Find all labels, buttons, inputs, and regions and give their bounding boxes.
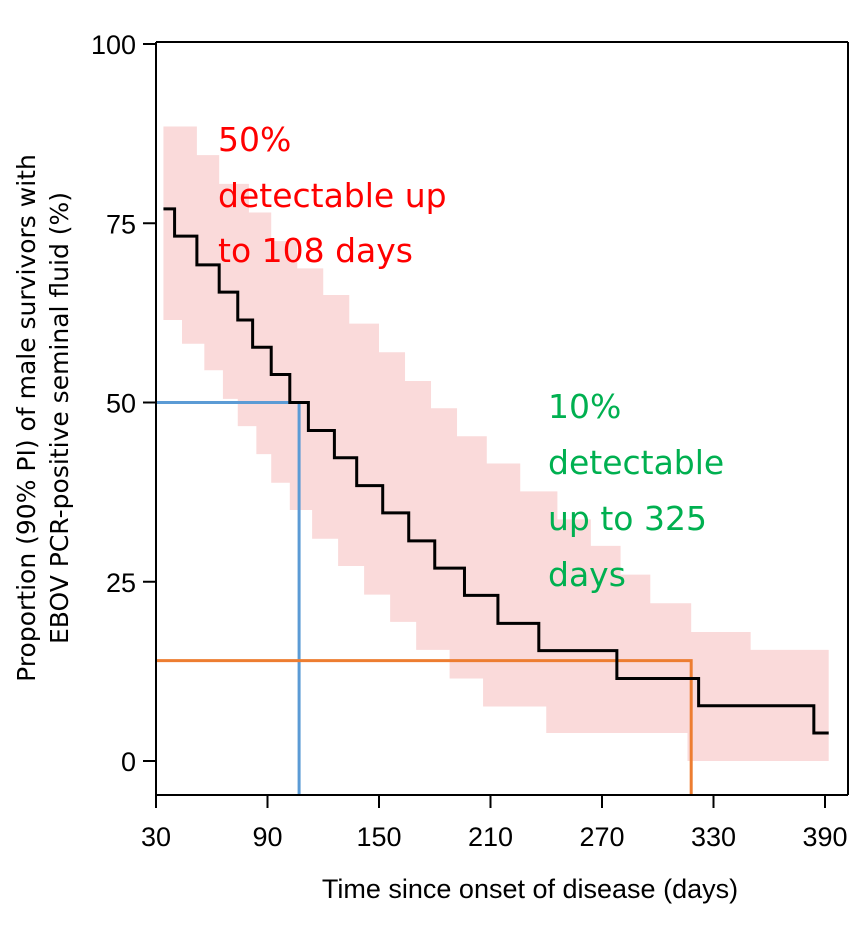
x-tick-label-330: 330 xyxy=(691,822,736,852)
series-line-1 xyxy=(163,207,829,735)
y-tick-label-0: 0 xyxy=(121,747,136,777)
y-axis-title-line-2: EBOV PCR-positive seminal fluid (%) xyxy=(45,192,74,644)
annotation-50-line-2: detectable up xyxy=(218,176,447,215)
x-axis-title: Time since onset of disease (days) xyxy=(322,874,738,904)
y-tick-label-50: 50 xyxy=(106,389,136,419)
y-tick-label-75: 75 xyxy=(106,209,136,239)
annotation-50-line-3: to 108 days xyxy=(218,231,413,270)
annotation-50-percent: 50% detectable up to 108 days xyxy=(218,120,447,270)
x-tick-label-30: 30 xyxy=(141,822,171,852)
x-axis-ticks: 30 90 150 210 270 330 390 xyxy=(141,795,848,852)
annotation-10-line-4: days xyxy=(548,555,626,594)
y-tick-label-100: 100 xyxy=(91,30,136,60)
annotation-10-line-2: detectable xyxy=(548,443,724,482)
y-tick-label-25: 25 xyxy=(106,568,136,598)
x-tick-label-270: 270 xyxy=(579,822,624,852)
x-tick-label-210: 210 xyxy=(468,822,513,852)
survival-step-curve xyxy=(163,207,829,735)
annotation-10-percent: 10% detectable up to 325 days xyxy=(548,387,724,594)
x-tick-label-150: 150 xyxy=(356,822,401,852)
y-axis-title-line-1: Proportion (90% PI) of male survivors wi… xyxy=(12,154,41,682)
interval-band-area xyxy=(163,126,829,761)
y-axis-ticks: 0 25 50 75 100 xyxy=(91,30,156,777)
prediction-interval-band xyxy=(163,126,829,761)
x-tick-label-390: 390 xyxy=(802,822,847,852)
annotation-10-line-1: 10% xyxy=(548,387,621,426)
plot-frame xyxy=(155,41,849,796)
reference-line-2 xyxy=(156,659,693,795)
annotation-50-line-1: 50% xyxy=(218,120,291,159)
x-tick-label-90: 90 xyxy=(252,822,282,852)
annotation-10-line-3: up to 325 xyxy=(548,499,707,538)
